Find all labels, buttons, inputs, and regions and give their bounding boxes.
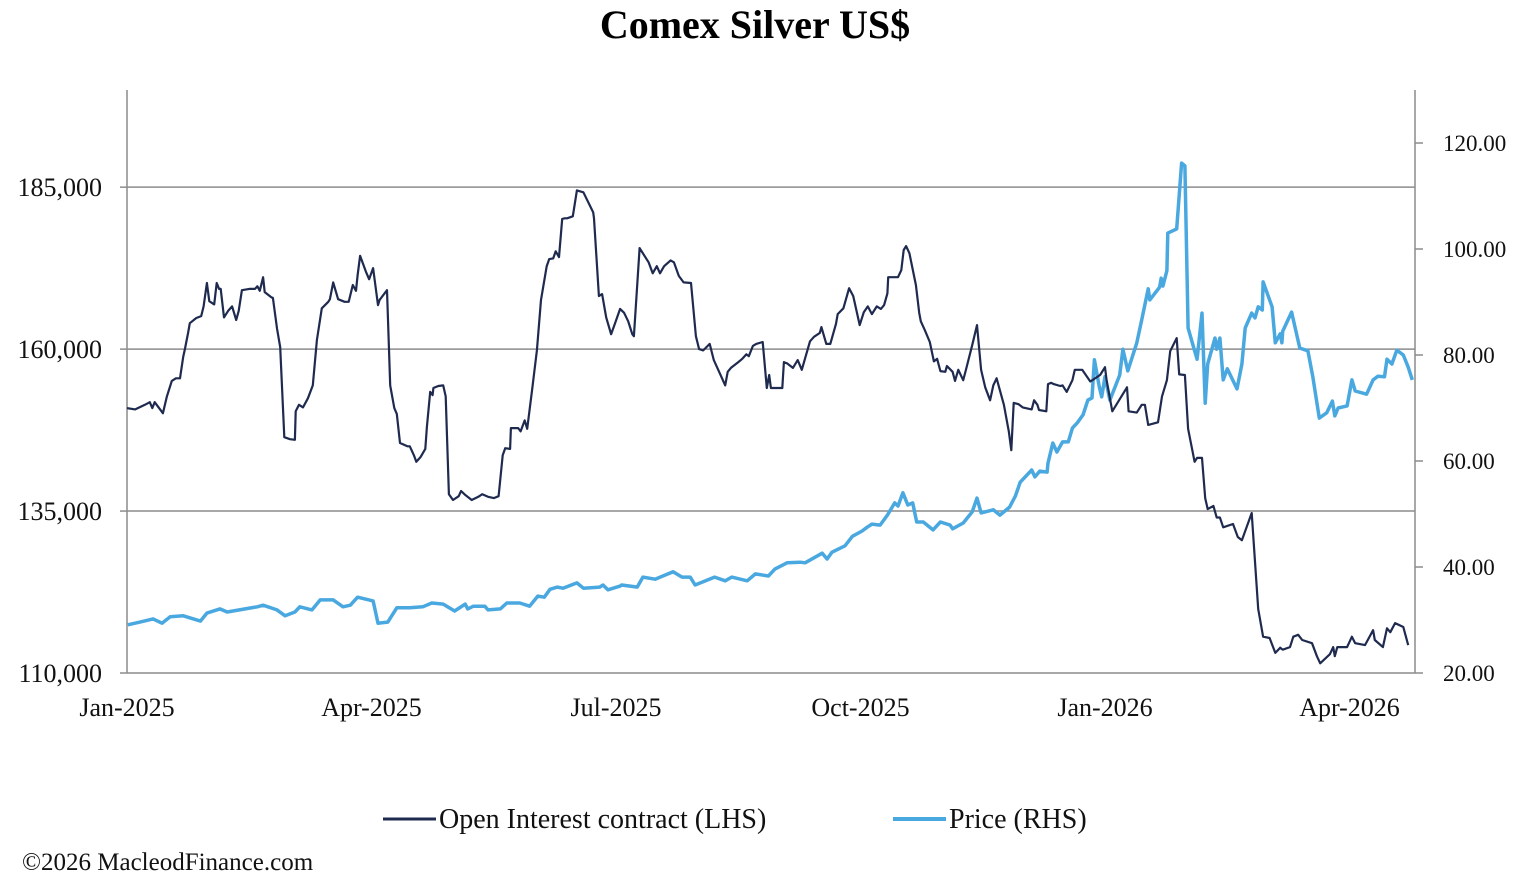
series-lines (126, 161, 1414, 665)
legend-label-price: Price (RHS) (949, 804, 1087, 835)
price-line (127, 161, 1414, 627)
legend: Open Interest contract (LHS) Price (RHS) (383, 804, 1087, 835)
right-axis-tick-label: 20.00 (1443, 661, 1495, 686)
left-axis-tick-label: 110,000 (18, 659, 102, 688)
x-axis-tick-label: Apr-2025 (321, 693, 422, 722)
x-axis-tick-label: Jan-2025 (79, 693, 174, 722)
left-axis-tick-label: 185,000 (18, 173, 103, 202)
left-axis-tick-labels: 110,000 135,000 160,000 185,000 (18, 173, 103, 688)
x-axis-tick-labels: Jan-2025 Apr-2025 Jul-2025 Oct-2025 Jan-2026… (79, 693, 1399, 722)
x-axis-tick-label: Oct-2025 (811, 693, 909, 722)
open-interest-line (126, 189, 1410, 665)
chart-title: Comex Silver US$ (600, 2, 910, 47)
x-axis-tick-label: Apr-2026 (1299, 693, 1400, 722)
right-axis-tick-label: 120.00 (1443, 131, 1506, 156)
right-axis-tick-labels: 20.00 40.00 60.00 80.00 100.00 120.00 (1443, 131, 1506, 686)
x-axis-tick-label: Jul-2025 (571, 693, 662, 722)
right-axis-tick-label: 100.00 (1443, 237, 1506, 262)
legend-label-open-interest: Open Interest contract (LHS) (439, 804, 766, 835)
right-axis-tick-label: 60.00 (1443, 449, 1495, 474)
gridlines (127, 186, 1415, 512)
copyright-text: ©2026 MacleodFinance.com (22, 849, 314, 876)
right-axis-tick-label: 80.00 (1443, 343, 1495, 368)
x-axis-tick-label: Jan-2026 (1057, 693, 1152, 722)
right-axis-tick-label: 40.00 (1443, 555, 1495, 580)
left-axis-tick-label: 160,000 (18, 335, 103, 364)
axes (120, 90, 1423, 674)
left-axis-tick-label: 135,000 (18, 497, 103, 526)
